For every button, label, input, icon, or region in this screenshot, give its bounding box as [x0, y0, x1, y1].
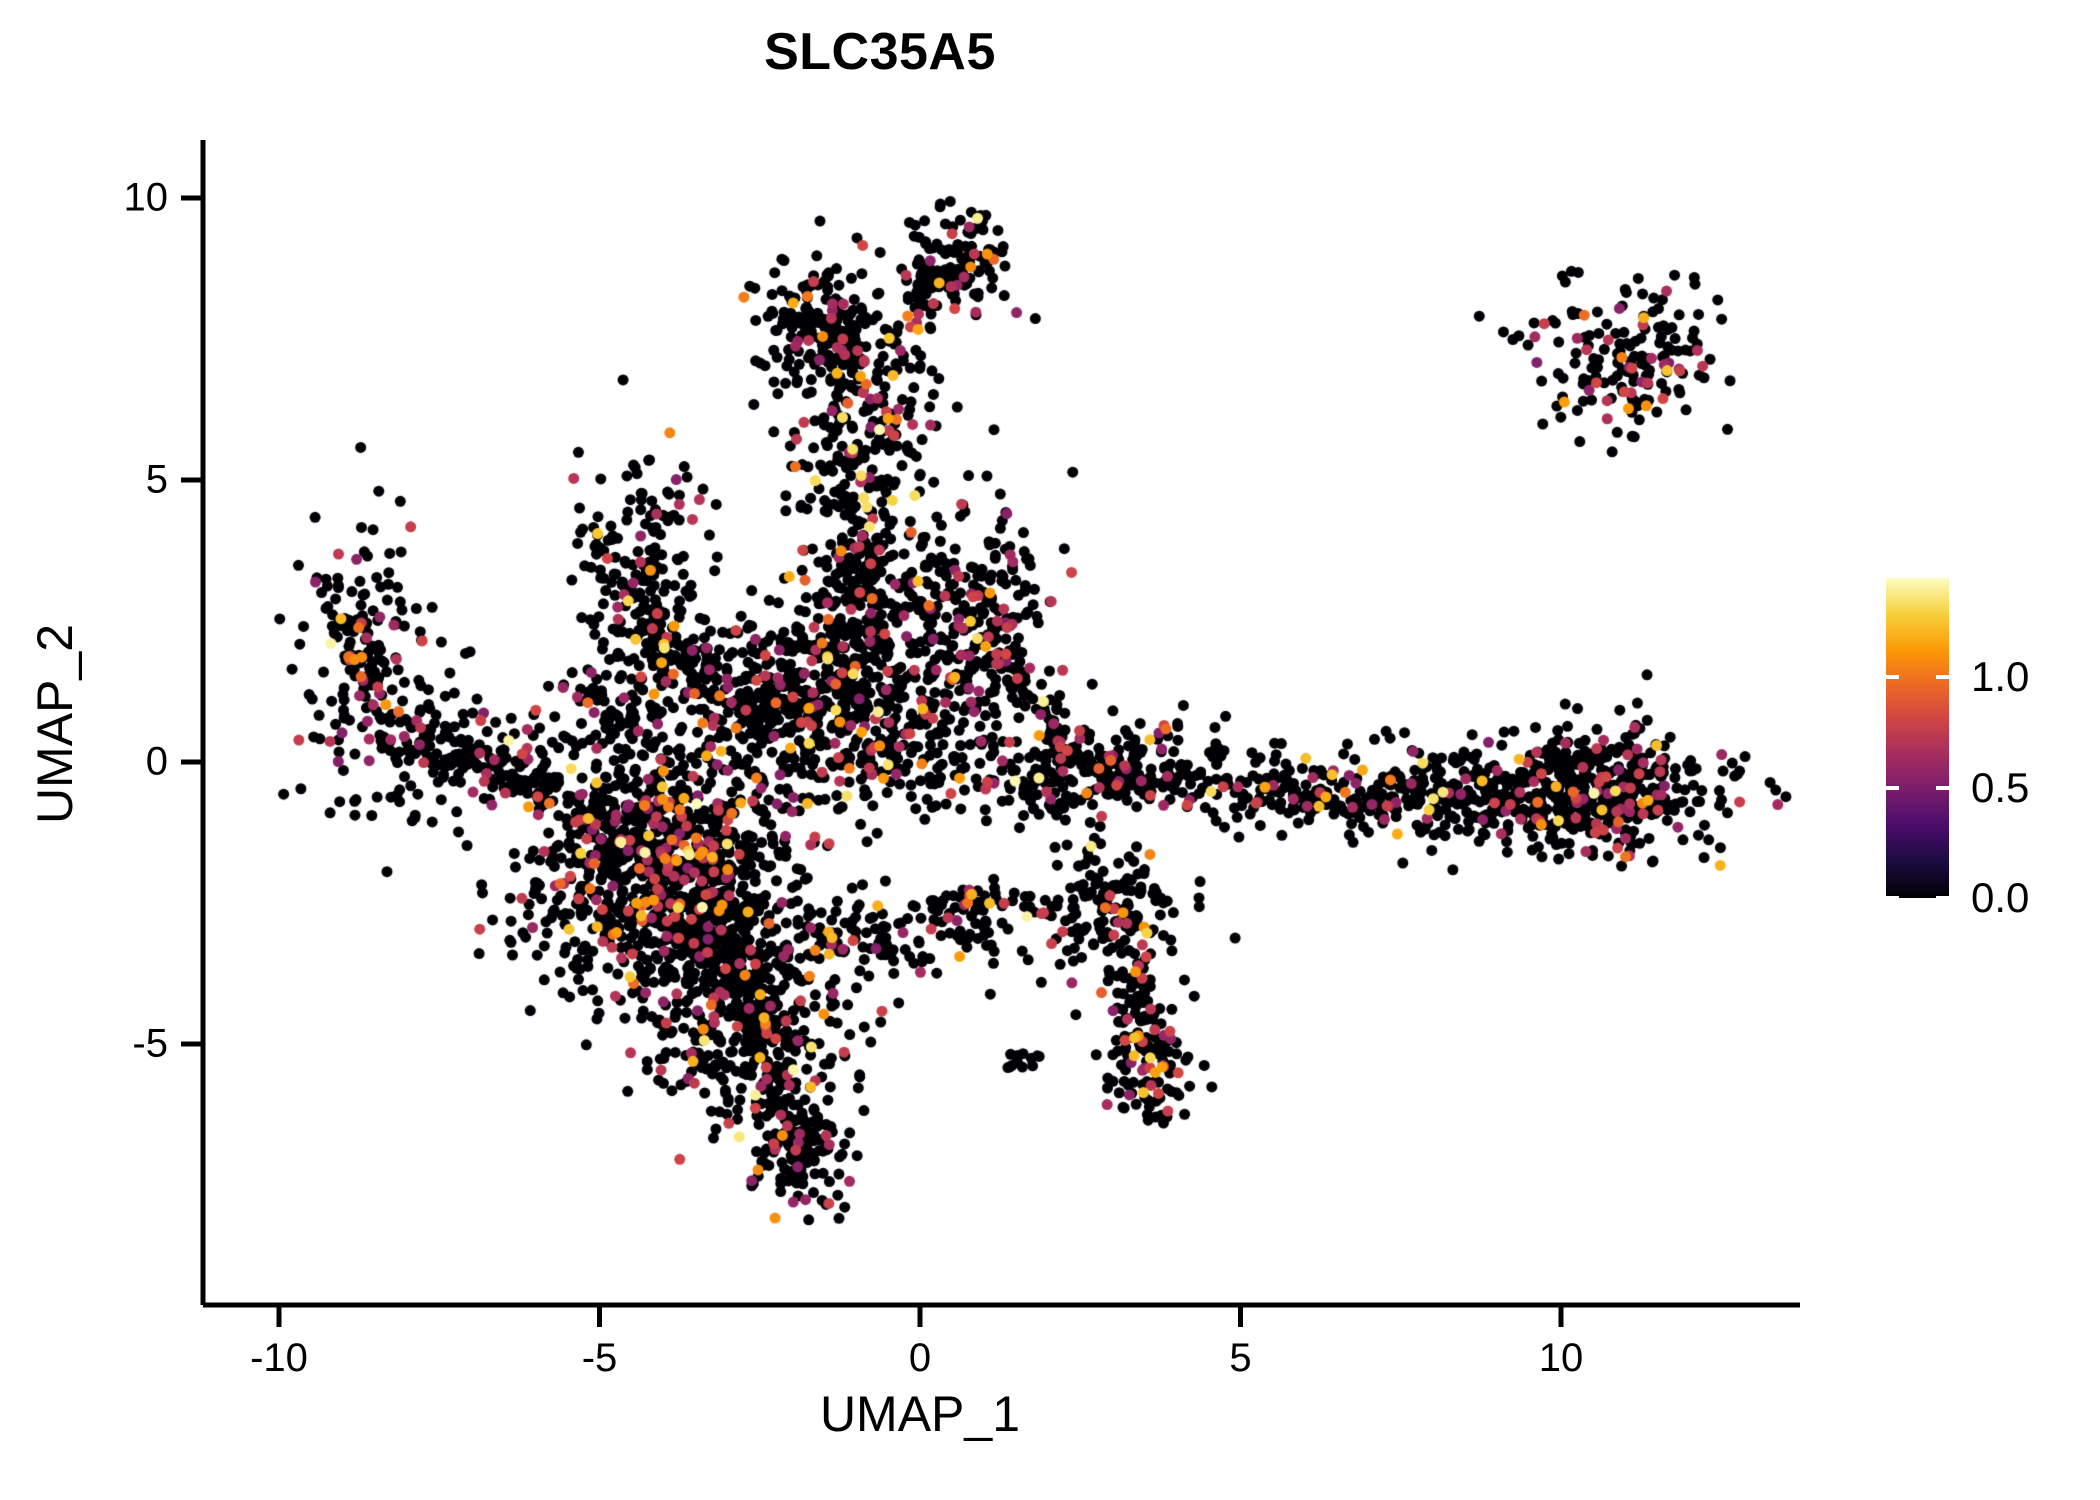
y-tick-label: -5 — [132, 1021, 168, 1066]
x-axis-title: UMAP_1 — [819, 1386, 1021, 1442]
x-tick-label: -10 — [250, 1336, 308, 1380]
x-tick-label: 10 — [1538, 1336, 1584, 1380]
y-tick-label: 0 — [145, 739, 168, 784]
x-tick-label: 0 — [908, 1336, 932, 1380]
colorbar-tick-mark — [1886, 675, 1949, 680]
y-tick-label: 10 — [123, 175, 169, 220]
colorbar-gradient — [1886, 578, 1949, 898]
y-axis-title: UMAP_2 — [27, 623, 83, 825]
x-tick-label: -5 — [581, 1336, 618, 1380]
colorbar-tick-label: 1.0 — [1971, 653, 2030, 701]
x-tick-label: 5 — [1229, 1336, 1252, 1380]
colorbar-tick-mark — [1886, 896, 1949, 900]
colorbar-tick-label: 0.5 — [1971, 763, 2030, 811]
y-tick-label: 5 — [145, 457, 168, 502]
colorbar-tick-label: 0.0 — [1971, 874, 2030, 921]
colorbar-tick-mark — [1886, 785, 1949, 790]
